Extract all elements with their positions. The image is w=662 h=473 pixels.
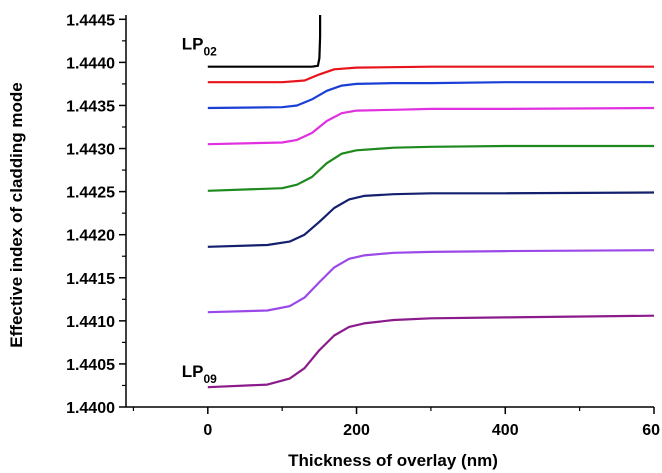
series-line-8 [207, 314, 655, 389]
series-line-1 [207, 15, 322, 68]
y-tick-label: 1.4400 [66, 400, 115, 417]
axes-layer: 1.4400 1.4405 1.4410 1.4415 1.4420 1.4425 1.44… [66, 12, 660, 439]
x-tick-label: 0 [203, 422, 212, 439]
x-tick-label: 200 [343, 422, 370, 439]
y-tick-label: 1.4430 [66, 142, 115, 159]
mode-label-09: LP09 [182, 362, 217, 386]
mode-label-02: LP02 [182, 34, 217, 58]
series-line-7 [207, 249, 655, 314]
series-line-4 [207, 106, 655, 146]
y-tick-label: 1.4445 [66, 12, 115, 29]
x-tick-label: 400 [492, 422, 519, 439]
x-tick-label: 60 [642, 422, 660, 439]
y-tick-label: 1.4405 [66, 357, 115, 374]
y-tick-label: 1.4440 [66, 55, 115, 72]
y-tick-label: 1.4425 [66, 185, 115, 202]
annotation-layer: LP02 LP09 [182, 34, 217, 385]
series-line-6 [207, 191, 655, 248]
series-layer [207, 15, 655, 389]
y-tick-label: 1.4415 [66, 271, 115, 288]
y-tick-label: 1.4435 [66, 98, 115, 115]
x-axis-title: Thickness of overlay (nm) [288, 451, 498, 470]
series-line-5 [207, 144, 654, 192]
series-line-3 [207, 81, 654, 110]
series-line-2 [207, 65, 654, 84]
y-tick-label: 1.4420 [66, 228, 115, 245]
y-tick-label: 1.4410 [66, 314, 115, 331]
y-axis-title: Effective index of cladding mode [7, 82, 26, 347]
